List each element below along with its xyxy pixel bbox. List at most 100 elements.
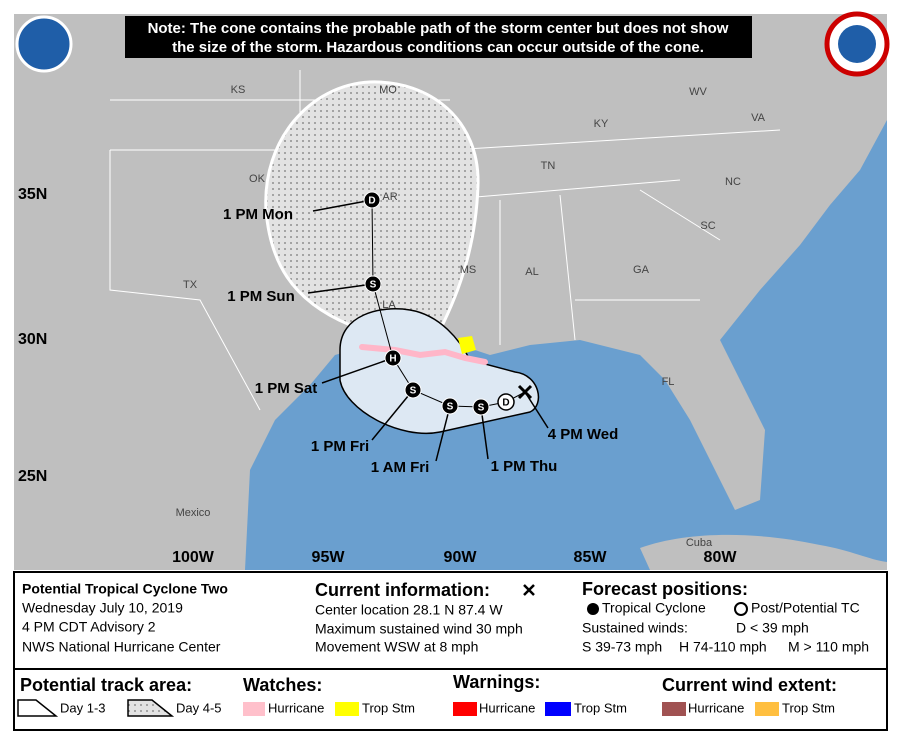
swatch-label: Hurricane bbox=[688, 700, 744, 715]
hurricane-watch bbox=[359, 344, 488, 365]
swatch bbox=[662, 702, 686, 716]
longitude-label: 95W bbox=[312, 549, 346, 566]
forecast-point bbox=[364, 275, 382, 293]
current-info-title: Current information: bbox=[315, 580, 490, 600]
region-label: TN bbox=[541, 160, 556, 172]
longitude-label: 80W bbox=[704, 549, 738, 566]
storm-advisory: 4 PM CDT Advisory 2 bbox=[22, 619, 156, 635]
nws-logo-center bbox=[838, 25, 876, 63]
storm-name: Potential Tropical Cyclone Two bbox=[22, 581, 228, 597]
region-label: Cuba bbox=[686, 537, 713, 549]
day-1-3-icon bbox=[17, 699, 59, 717]
day-4-5-icon bbox=[127, 699, 175, 717]
region-label: TX bbox=[183, 279, 198, 291]
wind-class: H 74-110 mph bbox=[679, 639, 767, 655]
wind-class: M > 110 mph bbox=[788, 639, 869, 655]
latitude-label: 25N bbox=[18, 468, 47, 485]
longitude-label: 85W bbox=[574, 549, 608, 566]
swatch bbox=[545, 702, 571, 716]
forecast-symbol: S bbox=[370, 280, 377, 291]
region-label: LA bbox=[382, 299, 396, 311]
leader-lines bbox=[307, 199, 549, 462]
latitude-label: 35N bbox=[18, 186, 47, 203]
region-label: Mexico bbox=[176, 507, 211, 519]
storm-source: NWS National Hurricane Center bbox=[22, 639, 221, 655]
swatch bbox=[335, 702, 359, 716]
forecast-time: 1 PM Fri bbox=[311, 438, 369, 455]
current-symbol bbox=[523, 584, 535, 596]
tropical-storm-watch bbox=[458, 336, 476, 354]
region-label: SC bbox=[700, 220, 715, 232]
warnings-title: Warnings: bbox=[453, 672, 540, 692]
forecast-symbol: S bbox=[410, 386, 417, 397]
forecast-point bbox=[363, 191, 381, 209]
swatch-label: Hurricane bbox=[479, 700, 535, 715]
day-4-5-label: Day 4-5 bbox=[176, 700, 222, 715]
swatch-label: Trop Stm bbox=[574, 700, 627, 715]
forecast-title: Forecast positions: bbox=[582, 579, 748, 599]
forecast-symbol: S bbox=[447, 402, 454, 413]
wind-class: D < 39 mph bbox=[736, 620, 809, 636]
forecast-symbol: D bbox=[502, 398, 509, 409]
ptc-label: Post/Potential TC bbox=[751, 600, 860, 616]
forecast-point bbox=[472, 398, 490, 416]
region-label: GA bbox=[633, 264, 650, 276]
swatch bbox=[453, 702, 477, 716]
tc-symbol bbox=[587, 603, 599, 615]
ptc-symbol bbox=[734, 602, 748, 616]
legend-box bbox=[13, 571, 888, 731]
latitude-label: 30N bbox=[18, 331, 47, 348]
note-line: Note: The cone contains the probable pat… bbox=[148, 20, 729, 37]
forecast-time: 1 PM Mon bbox=[223, 206, 293, 223]
swatch bbox=[755, 702, 779, 716]
region-label: KS bbox=[231, 84, 246, 96]
current-info-line: Movement WSW at 8 mph bbox=[315, 639, 478, 655]
region-label: VA bbox=[751, 112, 766, 124]
swatch bbox=[243, 702, 265, 716]
region-label: MO bbox=[379, 84, 397, 96]
noaa-logo bbox=[15, 15, 73, 73]
current-position bbox=[517, 384, 533, 400]
region-label: MS bbox=[460, 264, 477, 276]
wind-class: S 39-73 mph bbox=[582, 639, 662, 655]
map: Note: The cone contains the probable pat… bbox=[14, 11, 890, 570]
region-label: FL bbox=[662, 376, 675, 388]
day-1-3-label: Day 1-3 bbox=[60, 700, 106, 715]
tc-label: Tropical Cyclone bbox=[602, 600, 706, 616]
forecast-time: 1 PM Thu bbox=[491, 458, 558, 475]
longitude-label: 100W bbox=[172, 549, 215, 566]
wind-extent-title: Current wind extent: bbox=[662, 675, 837, 695]
note-box bbox=[125, 16, 752, 58]
forecast-time: 1 AM Fri bbox=[371, 459, 430, 476]
region-label: WV bbox=[689, 86, 707, 98]
storm-date: Wednesday July 10, 2019 bbox=[22, 600, 183, 616]
region-label: AL bbox=[525, 266, 538, 278]
forecast-symbol: S bbox=[478, 403, 485, 414]
current-info-line: Center location 28.1 N 87.4 W bbox=[315, 602, 503, 618]
current-info-line: Maximum sustained wind 30 mph bbox=[315, 621, 523, 637]
forecast-time: 1 PM Sun bbox=[227, 288, 295, 305]
longitude-label: 90W bbox=[444, 549, 478, 566]
forecast-point bbox=[404, 381, 422, 399]
forecast-point bbox=[441, 397, 459, 415]
legend: Potential Tropical Cyclone Two Wednesday… bbox=[13, 571, 888, 731]
swatch-label: Hurricane bbox=[268, 700, 324, 715]
ocean bbox=[245, 120, 887, 570]
forecast-symbol: H bbox=[389, 354, 396, 365]
track-area-title: Potential track area: bbox=[20, 675, 192, 695]
current-time: 4 PM Wed bbox=[548, 426, 619, 443]
winds-label: Sustained winds: bbox=[582, 620, 688, 636]
forecast-symbol: D bbox=[368, 196, 375, 207]
forecast-time: 1 PM Sat bbox=[255, 380, 318, 397]
region-label: AR bbox=[382, 191, 397, 203]
note-line: the size of the storm. Hazardous conditi… bbox=[172, 39, 704, 56]
region-label: OK bbox=[249, 173, 266, 185]
watches-title: Watches: bbox=[243, 675, 322, 695]
forecast-point bbox=[384, 349, 402, 367]
swatch-label: Trop Stm bbox=[782, 700, 835, 715]
forecast-point bbox=[497, 393, 515, 411]
region-label: NC bbox=[725, 176, 741, 188]
cuba bbox=[640, 534, 887, 570]
swatch-label: Trop Stm bbox=[362, 700, 415, 715]
